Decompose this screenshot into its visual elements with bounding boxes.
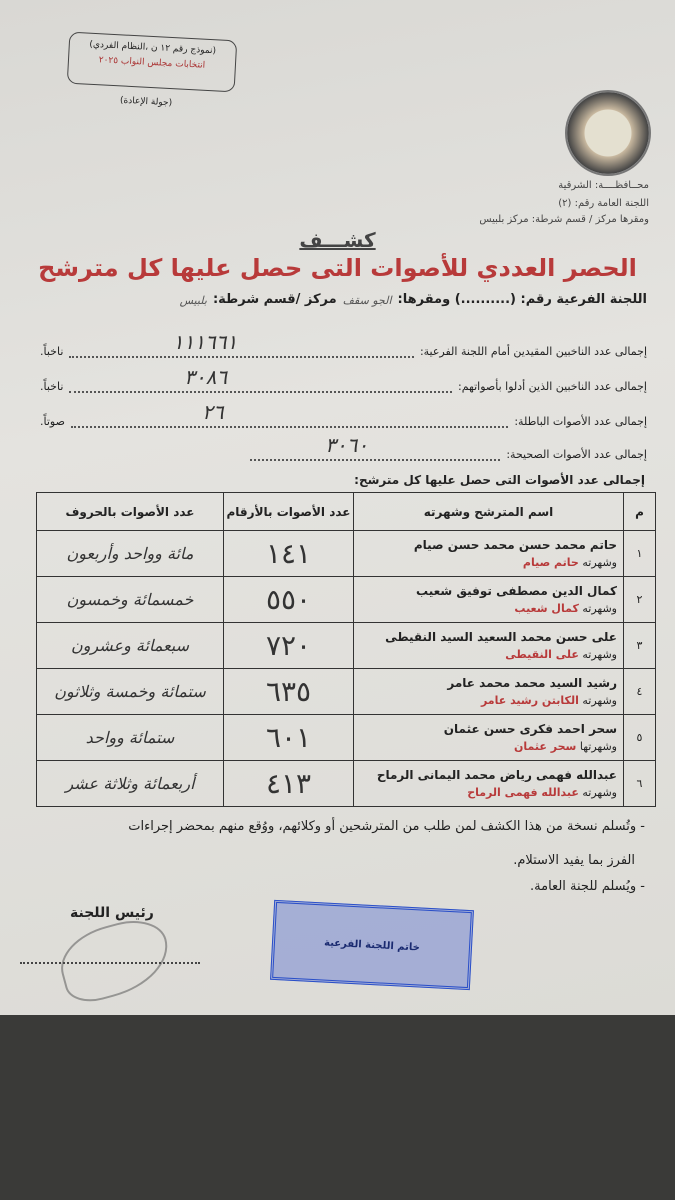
- document-heading: كشـــف: [299, 228, 376, 252]
- table-caption: إجمالى عدد الأصوات التى حصل عليها كل متر…: [354, 473, 645, 487]
- total-unit: ناخباً.: [40, 345, 64, 358]
- nickname: عبدالله فهمى الرماح: [467, 785, 579, 799]
- station-value: بلبيس: [179, 294, 207, 307]
- total-valid: إجمالى عدد الأصوات الصحيحة: ٣٠٦٠: [250, 433, 647, 461]
- votes-digits: ٤١٣: [223, 760, 354, 807]
- header-votes-digits: عدد الأصوات بالأرقام: [223, 492, 354, 531]
- candidate-nickname: وشهرته على النقيطى: [355, 646, 617, 664]
- candidate-nickname: وشهرته كمال شعيب: [355, 600, 617, 618]
- total-value: ١١١٦٦١: [172, 330, 238, 354]
- row-index: ٤: [623, 668, 656, 715]
- candidate-cell: عبدالله فهمى رياض محمد اليمانى الرماح وش…: [353, 760, 624, 807]
- total-value: ٣٠٦٠: [325, 433, 369, 457]
- candidate-cell: رشيد السيد محمد محمد عامر وشهرته الكابتن…: [353, 668, 624, 715]
- table-row: ٤ رشيد السيد محمد محمد عامر وشهرته الكاب…: [36, 668, 656, 715]
- committee-seat: ومقرها مركز / قسم شرطة: مركز بلبيس: [479, 214, 649, 225]
- chair-signature: [52, 911, 178, 1009]
- governorate: محــافظــــة: الشرقية: [558, 180, 649, 191]
- total-registered: إجمالى عدد الناخبين المقيدين أمام اللجنة…: [40, 330, 647, 358]
- candidate-cell: على حسن محمد السعيد السيد النقيطى وشهرته…: [353, 622, 624, 669]
- nickname-prefix: وشهرته: [582, 647, 617, 661]
- total-label: إجمالى عدد الناخبين المقيدين أمام اللجنة…: [419, 345, 647, 358]
- votes-words: سبعمائة وعشرون: [36, 622, 224, 669]
- header-votes-words: عدد الأصوات بالحروف: [36, 492, 224, 531]
- total-invalid: إجمالى عدد الأصوات الباطلة: ٢٦ صوتاً.: [40, 400, 647, 428]
- total-label: إجمالى عدد الأصوات الصحيحة:: [506, 448, 647, 461]
- candidate-nickname: وشهرته عبدالله فهمى الرماح: [355, 784, 617, 802]
- total-voted: إجمالى عدد الناخبين الذين أدلوا بأصواتهم…: [40, 365, 647, 393]
- election-authority-logo: [565, 90, 651, 176]
- note-1-cont: الفرز بما يفيد الاستلام.: [513, 853, 635, 868]
- candidate-name: حاتم محمد حسن محمد حسن صيام: [413, 537, 617, 552]
- row-index: ٢: [623, 576, 656, 623]
- chair-label: رئيس اللجنة: [70, 905, 154, 921]
- document-title: الحصر العددي للأصوات التى حصل عليها كل م…: [38, 254, 637, 282]
- candidate-name: عبدالله فهمى رياض محمد اليمانى الرماح: [376, 767, 617, 782]
- table-row: ٦ عبدالله فهمى رياض محمد اليمانى الرماح …: [36, 760, 656, 807]
- note-1: - وتُسلم نسخة من هذا الكشف لمن طلب من ال…: [128, 819, 645, 834]
- candidate-cell: كمال الدين مصطفى توفيق شعيب وشهرته كمال …: [353, 576, 624, 623]
- votes-words: أربعمائة وثلاثة عشر: [36, 760, 224, 807]
- row-index: ٥: [623, 714, 656, 761]
- votes-digits: ٥٥٠: [223, 576, 354, 623]
- votes-words: ستمائة وواحد: [36, 714, 224, 761]
- header-index: م: [623, 492, 656, 531]
- row-index: ٦: [623, 760, 656, 807]
- candidate-name: كمال الدين مصطفى توفيق شعيب: [415, 583, 617, 598]
- general-committee: اللجنة العامة رقم: (٢): [558, 198, 649, 209]
- nickname: على النقيطى: [505, 647, 579, 661]
- nickname-prefix: وشهرتها: [579, 739, 617, 753]
- committee-stamp: خاتم اللجنة الفرعية: [270, 899, 474, 991]
- subcommittee-label: اللجنة الفرعية رقم: (..........) ومقرها:: [397, 292, 647, 307]
- nickname: حاتم صيام: [522, 555, 579, 569]
- candidates-table: م اسم المترشح وشهرته عدد الأصوات بالأرقا…: [36, 492, 656, 807]
- nickname: سحر عثمان: [514, 739, 577, 753]
- votes-digits: ٧٢٠: [223, 622, 354, 669]
- nickname-prefix: وشهرته: [582, 555, 617, 569]
- votes-digits: ٦٣٥: [223, 668, 354, 715]
- nickname-prefix: وشهرته: [582, 601, 617, 615]
- signature-line: [20, 962, 200, 964]
- header-candidate: اسم المترشح وشهرته: [353, 492, 624, 531]
- row-index: ٣: [623, 622, 656, 669]
- candidate-nickname: وشهرته حاتم صيام: [355, 554, 617, 572]
- total-unit: صوتاً.: [40, 415, 65, 428]
- total-value: ٢٦: [202, 400, 224, 424]
- table-row: ٢ كمال الدين مصطفى توفيق شعيب وشهرته كما…: [36, 576, 656, 623]
- votes-digits: ١٤١: [223, 530, 354, 577]
- table-row: ٥ سحر احمد فكرى حسن عثمان وشهرتها سحر عث…: [36, 714, 656, 761]
- nickname: الكابتن رشيد عامر: [480, 693, 579, 707]
- candidate-name: سحر احمد فكرى حسن عثمان: [443, 721, 617, 736]
- table-row: ١ حاتم محمد حسن محمد حسن صيام وشهرته حات…: [36, 530, 656, 577]
- votes-words: خمسمائة وخمسون: [36, 576, 224, 623]
- nickname-prefix: وشهرته: [582, 785, 617, 799]
- candidate-name: على حسن محمد السعيد السيد النقيطى: [385, 629, 617, 644]
- votes-words: ستمائة وخمسة وثلاثون: [36, 668, 224, 715]
- total-label: إجمالى عدد الناخبين الذين أدلوا بأصواتهم…: [457, 380, 647, 393]
- round-label: (جولة الإعادة): [119, 95, 173, 109]
- subcommittee-line: اللجنة الفرعية رقم: (..........) ومقرها:…: [40, 292, 647, 307]
- candidate-cell: حاتم محمد حسن محمد حسن صيام وشهرته حاتم …: [353, 530, 624, 577]
- stamp-text: خاتم اللجنة الفرعية: [323, 937, 421, 953]
- total-label: إجمالى عدد الأصوات الباطلة:: [514, 415, 647, 428]
- candidate-nickname: وشهرتها سحر عثمان: [355, 738, 617, 756]
- candidate-nickname: وشهرته الكابتن رشيد عامر: [355, 692, 617, 710]
- row-index: ١: [623, 530, 656, 577]
- form-number-box: (نموذج رقم ١٢ ن ،النظام الفردي) انتخابات…: [66, 31, 238, 93]
- votes-digits: ٦٠١: [223, 714, 354, 761]
- votes-words: مائة وواحد وأربعون: [36, 530, 224, 577]
- table-row: ٣ على حسن محمد السعيد السيد النقيطى وشهر…: [36, 622, 656, 669]
- total-value: ٣٠٨٦: [184, 365, 228, 389]
- election-tally-sheet: (نموذج رقم ١٢ ن ،النظام الفردي) انتخابات…: [0, 0, 675, 1015]
- station-label: مركز /قسم شرطة:: [212, 292, 337, 307]
- nickname-prefix: وشهرته: [582, 693, 617, 707]
- candidate-name: رشيد السيد محمد محمد عامر: [447, 675, 617, 690]
- subcommittee-seat: الجو سقف: [342, 294, 392, 307]
- note-2: - ويُسلم للجنة العامة.: [530, 879, 645, 894]
- candidate-cell: سحر احمد فكرى حسن عثمان وشهرتها سحر عثما…: [353, 714, 624, 761]
- total-unit: ناخباً.: [40, 380, 64, 393]
- nickname: كمال شعيب: [514, 601, 579, 615]
